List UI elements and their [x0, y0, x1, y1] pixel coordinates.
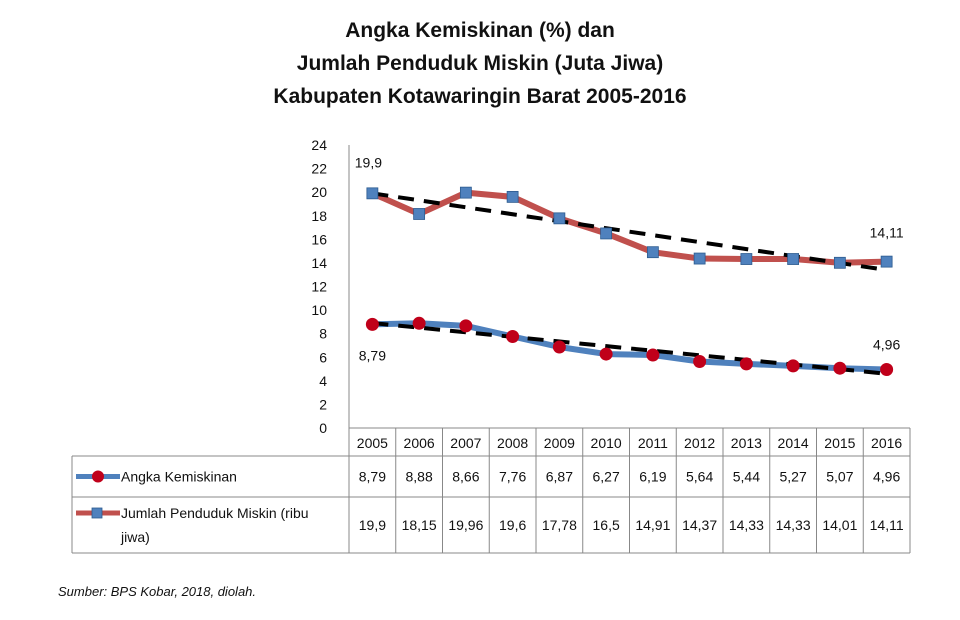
chart-title-line-3: Kabupaten Kotawaringin Barat 2005-2016 — [273, 85, 687, 108]
source-note: Sumber: BPS Kobar, 2018, diolah. — [58, 584, 257, 599]
table-value-cell: 18,15 — [402, 517, 437, 533]
x-tick-label: 2005 — [357, 435, 388, 451]
data-point — [739, 357, 753, 371]
y-tick-label: 4 — [319, 373, 327, 389]
x-tick-label: 2010 — [591, 435, 622, 451]
chart-title-line-2: Jumlah Penduduk Miskin (Juta Jiwa) — [296, 52, 664, 75]
data-point — [833, 361, 847, 375]
data-point — [880, 255, 893, 268]
table-value-cell: 19,9 — [359, 517, 386, 533]
y-tick-label: 8 — [319, 326, 327, 342]
table-value-cell: 8,88 — [406, 469, 433, 485]
table-value-cell: 14,33 — [776, 517, 811, 533]
x-tick-label: 2014 — [778, 435, 809, 451]
data-point — [740, 253, 753, 265]
series-line — [369, 189, 890, 266]
table-value-cell: 6,19 — [639, 469, 666, 485]
chart-title: Angka Kemiskinan (%) dan Jumlah Penduduk… — [0, 14, 960, 113]
data-point — [552, 340, 566, 354]
x-tick-label: 2013 — [731, 435, 762, 451]
chart-title-line-1: Angka Kemiskinan (%) dan — [345, 19, 615, 42]
data-point — [786, 359, 800, 373]
table-value-cell: 19,96 — [448, 517, 483, 533]
table-value-cell: 4,96 — [873, 469, 900, 485]
data-point — [646, 246, 659, 259]
data-point — [459, 319, 473, 333]
x-tick-label: 2009 — [544, 435, 575, 451]
data-point — [693, 252, 706, 265]
data-point — [833, 256, 846, 269]
data-point — [366, 187, 379, 200]
data-point — [365, 317, 379, 331]
table-value-cell: 17,78 — [542, 517, 577, 533]
table-value-cell: 8,66 — [452, 469, 479, 485]
data-point — [506, 329, 520, 343]
data-point — [880, 363, 894, 377]
x-tick-label: 2007 — [450, 435, 481, 451]
data-point — [646, 348, 660, 362]
data-point — [787, 253, 800, 265]
data-point — [412, 316, 426, 330]
table-value-cell: 19,6 — [499, 517, 526, 533]
data-label: 8,79 — [359, 347, 386, 363]
y-tick-label: 0 — [319, 420, 327, 436]
table-value-cell: 7,76 — [499, 469, 526, 485]
table-value-cell: 6,27 — [593, 469, 620, 485]
table-value-cell: 5,07 — [826, 469, 853, 485]
x-tick-label: 2011 — [638, 435, 668, 451]
table-value-cell: 6,87 — [546, 469, 573, 485]
y-tick-label: 20 — [311, 184, 327, 200]
table-value-cell: 14,33 — [729, 517, 764, 533]
table-value-cell: 14,37 — [682, 517, 717, 533]
data-point — [459, 186, 472, 199]
data-point — [413, 208, 426, 220]
table-value-cell: 5,64 — [686, 469, 713, 485]
y-tick-label: 14 — [311, 255, 327, 271]
legend-label-line: jiwa) — [120, 529, 150, 545]
data-label: 4,96 — [873, 337, 900, 353]
y-tick-label: 18 — [311, 208, 327, 224]
data-point — [600, 227, 613, 240]
table-value-cell: 16,5 — [593, 517, 620, 533]
table-value-cell: 14,11 — [870, 517, 904, 533]
y-tick-label: 16 — [311, 231, 327, 247]
y-tick-label: 2 — [319, 396, 327, 412]
data-table-grid — [71, 427, 911, 554]
legend-marker — [91, 507, 103, 519]
series-line — [369, 320, 890, 373]
table-value-cell: 14,91 — [635, 517, 670, 533]
legend-label: Angka Kemiskinan — [121, 469, 237, 485]
x-tick-label: 2012 — [684, 435, 715, 451]
data-point — [599, 347, 613, 361]
trend-line — [372, 321, 887, 376]
legend-label-line: Jumlah Penduduk Miskin (ribu — [121, 505, 309, 521]
table-value-cell: 5,27 — [780, 469, 807, 485]
y-tick-label: 6 — [319, 349, 327, 365]
data-point — [693, 354, 707, 368]
y-tick-label: 24 — [311, 137, 327, 153]
x-tick-label: 2008 — [497, 435, 528, 451]
y-tick-label: 12 — [311, 279, 327, 295]
x-tick-label: 2016 — [871, 435, 902, 451]
table-value-cell: 14,01 — [822, 517, 857, 533]
data-point — [553, 212, 566, 225]
table-value-cell: 8,79 — [359, 469, 386, 485]
y-tick-label: 22 — [311, 161, 327, 177]
x-tick-label: 2015 — [824, 435, 855, 451]
legend-marker — [92, 470, 104, 483]
data-point — [506, 190, 519, 203]
data-label: 19,9 — [355, 154, 382, 170]
y-tick-label: 10 — [311, 302, 327, 318]
table-value-cell: 5,44 — [733, 469, 760, 485]
legend-label: Jumlah Penduduk Miskin (ribu jiwa) — [120, 505, 309, 545]
data-label: 14,11 — [870, 225, 904, 241]
x-tick-label: 2006 — [404, 435, 435, 451]
trend-line — [372, 191, 887, 272]
